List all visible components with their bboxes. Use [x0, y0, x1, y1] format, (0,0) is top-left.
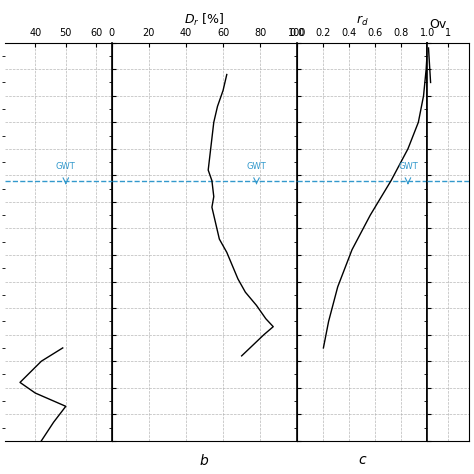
Text: Ov: Ov — [429, 18, 447, 31]
Text: $c$: $c$ — [358, 453, 367, 467]
Text: $b$: $b$ — [200, 453, 210, 468]
Title: $r_d$: $r_d$ — [356, 14, 369, 28]
Text: GWT: GWT — [398, 163, 418, 172]
Text: GWT: GWT — [246, 163, 266, 172]
Title: $D_r$ [%]: $D_r$ [%] — [184, 12, 225, 28]
Text: GWT: GWT — [56, 163, 76, 172]
